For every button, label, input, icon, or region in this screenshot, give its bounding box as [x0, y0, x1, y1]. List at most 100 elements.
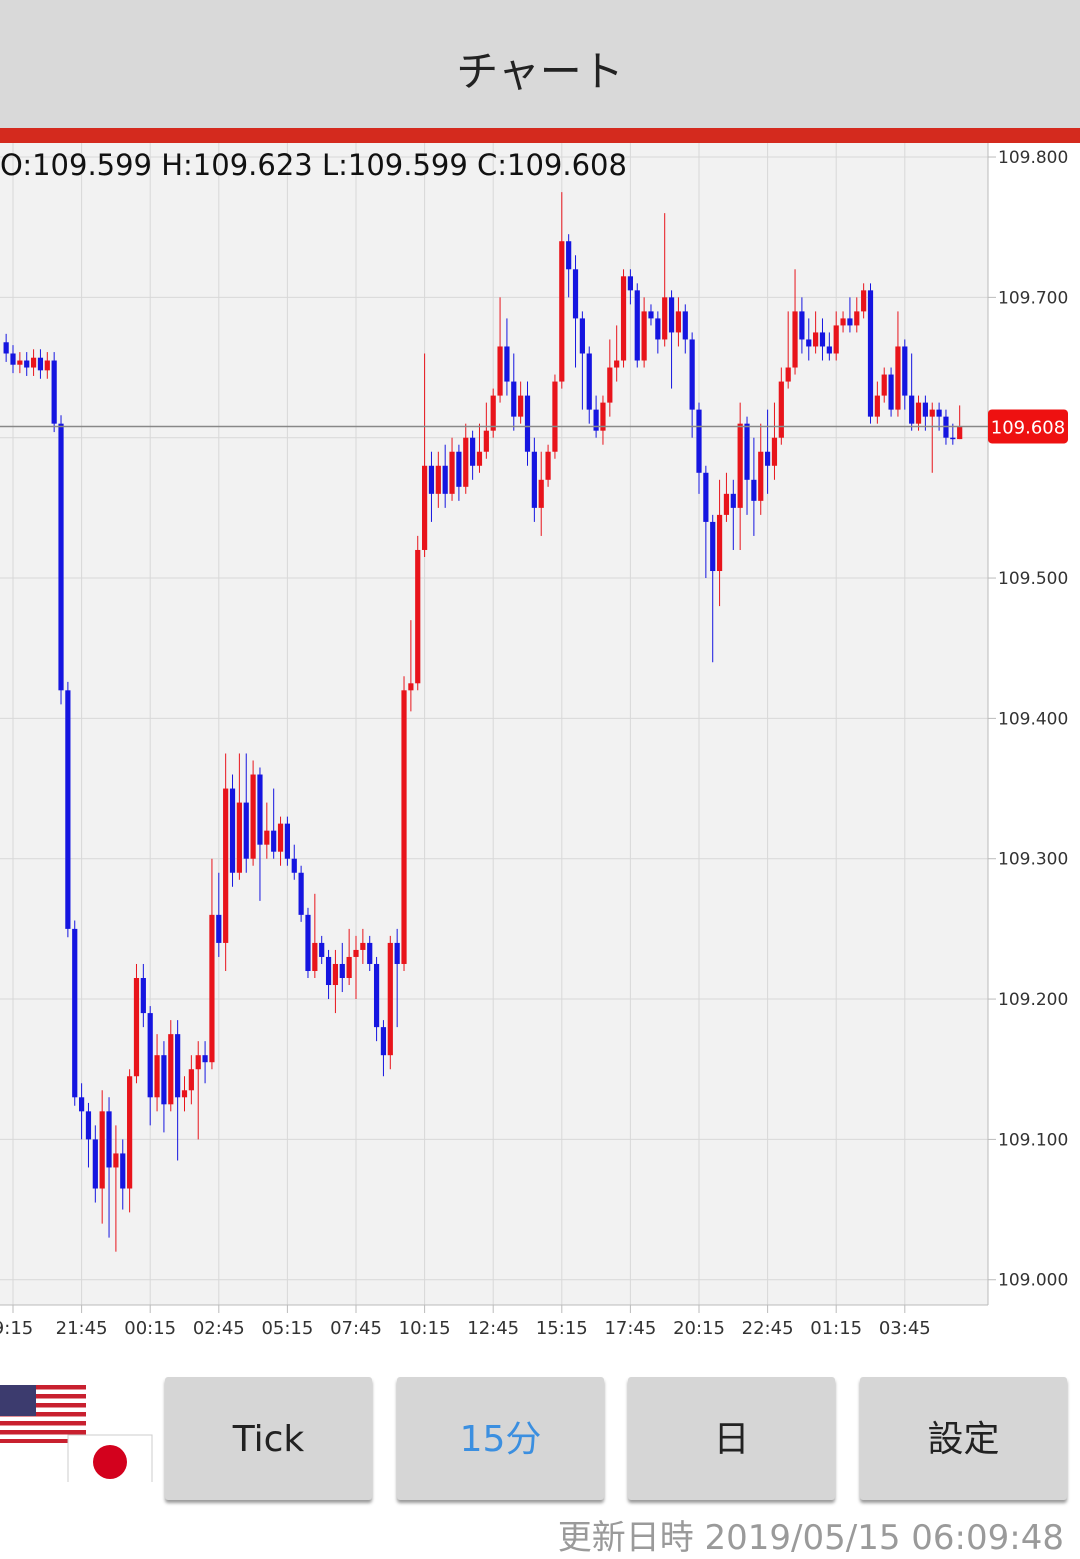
candle-body — [545, 451, 551, 480]
x-tick-label: 22:45 — [742, 1318, 794, 1339]
y-tick-label: 109.100 — [998, 1130, 1068, 1150]
candle-body — [223, 788, 229, 943]
candle-body — [3, 342, 9, 354]
x-tick-label: 15:15 — [536, 1318, 588, 1339]
toolbar-button[interactable]: 設定 — [860, 1377, 1067, 1500]
candle-body — [593, 409, 599, 431]
toolbar-button[interactable]: 日 — [628, 1377, 835, 1500]
y-tick-label: 109.400 — [998, 709, 1068, 729]
x-tick-label: 21:45 — [56, 1318, 108, 1339]
candle-body — [662, 297, 668, 340]
candle-body — [243, 802, 249, 859]
candle-body — [271, 830, 277, 852]
y-tick-label: 109.300 — [998, 850, 1068, 870]
candle-body — [531, 451, 537, 508]
candle-body — [58, 423, 64, 691]
candle-body — [737, 423, 743, 508]
candle-body — [881, 374, 887, 396]
candle-body — [216, 914, 222, 943]
candle-body — [497, 346, 503, 396]
candle-body — [175, 1034, 181, 1098]
y-tick-label: 109.800 — [998, 148, 1068, 168]
y-tick-label: 109.700 — [998, 288, 1068, 308]
candle-body — [867, 290, 874, 417]
candle-body — [51, 360, 57, 424]
jp-flag — [67, 1434, 153, 1482]
candle-body — [79, 1097, 85, 1112]
candle-body — [140, 978, 146, 1014]
candle-body — [710, 521, 716, 572]
candle-body — [319, 942, 325, 957]
candle-body — [744, 423, 750, 480]
candle-body — [909, 395, 915, 424]
x-tick-label: 12:45 — [467, 1318, 519, 1339]
toolbar-button[interactable]: Tick — [165, 1377, 372, 1500]
candle-body — [168, 1034, 174, 1105]
candle-body — [847, 318, 853, 326]
candle-body — [188, 1069, 194, 1091]
candle-body — [353, 949, 359, 957]
candle-body — [85, 1111, 92, 1140]
candle-body — [10, 353, 16, 365]
candle-body — [490, 395, 496, 431]
x-tick-label: 9:15 — [0, 1318, 33, 1339]
candle-body — [703, 472, 709, 522]
candle-body — [655, 318, 661, 340]
chart: 109.000 109.100 109.200 109.300 109.400 109.5… — [0, 143, 1068, 1339]
candle-body — [579, 318, 585, 354]
candle-body — [181, 1090, 188, 1098]
us-flag — [0, 1385, 86, 1443]
y-tick-label: 109.500 — [998, 569, 1068, 589]
candle-body — [367, 942, 373, 964]
candle-body — [380, 1027, 387, 1056]
candle-body — [614, 360, 620, 368]
ohlc-header: O:109.599 H:109.623 L:109.599 C:109.608 — [0, 148, 627, 182]
flags — [0, 1385, 153, 1482]
candle-body — [161, 1055, 167, 1105]
toolbar-button[interactable]: 15分 — [397, 1377, 604, 1500]
candle-body — [202, 1055, 208, 1063]
x-tick-label: 17:45 — [604, 1318, 656, 1339]
candle-body — [806, 339, 812, 347]
candle-body — [888, 374, 894, 410]
candle-body — [799, 311, 805, 340]
candle-body — [840, 318, 846, 326]
candle-body — [600, 402, 606, 431]
candle-body — [723, 493, 730, 515]
candle-body — [874, 395, 880, 417]
candle-body — [511, 381, 517, 417]
candle-body — [30, 357, 37, 368]
candle-body — [566, 241, 572, 270]
candle-body — [524, 395, 531, 452]
candle-body — [586, 353, 592, 410]
candle-body — [209, 914, 215, 1063]
x-tick-label: 10:15 — [399, 1318, 451, 1339]
candle-body — [24, 360, 30, 368]
candle-body — [449, 451, 455, 494]
candle-body — [476, 451, 483, 466]
candle-body — [325, 956, 332, 986]
candle-body — [195, 1055, 201, 1070]
candle-body — [957, 426, 963, 440]
candle-body — [751, 479, 757, 501]
candle-body — [854, 311, 860, 326]
candle-body — [415, 549, 421, 684]
candle-body — [765, 451, 771, 466]
candle-body — [861, 290, 867, 312]
candle-body — [758, 451, 764, 501]
candle-body — [648, 311, 654, 319]
candle-body — [401, 690, 407, 964]
candle-body — [607, 367, 613, 403]
candle-body — [833, 325, 839, 354]
candle-body — [99, 1111, 105, 1189]
candle-body — [133, 978, 140, 1077]
x-tick-label: 03:45 — [879, 1318, 931, 1339]
candle-body — [428, 465, 435, 494]
candle-body — [922, 402, 928, 417]
candle-body — [92, 1139, 98, 1189]
candle-body — [408, 683, 414, 691]
candle-body — [257, 774, 263, 845]
candle-body — [895, 346, 901, 410]
candle-body — [456, 451, 462, 487]
